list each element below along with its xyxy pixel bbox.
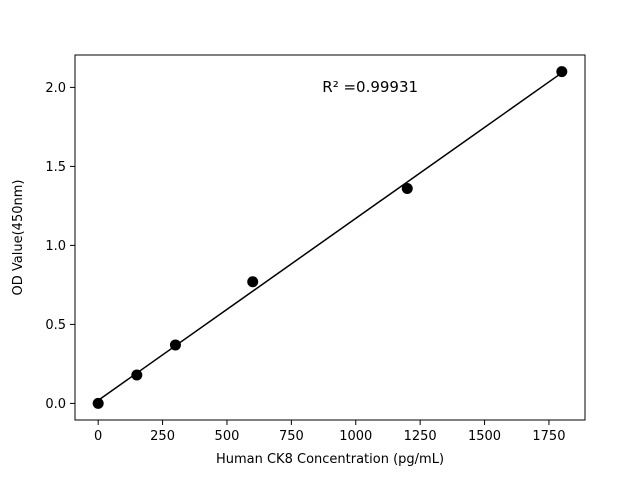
data-point: [131, 369, 143, 381]
y-tick-label: 1.5: [45, 160, 66, 175]
y-axis-label: OD Value(450nm): [11, 180, 26, 296]
y-tick-label: 0.5: [45, 318, 66, 333]
data-point: [556, 66, 568, 78]
y-tick-label: 2.0: [45, 81, 66, 96]
y-tick-label: 1.0: [45, 239, 66, 254]
x-tick-label: 500: [215, 429, 240, 444]
x-tick-label: 250: [150, 429, 175, 444]
x-tick-label: 1500: [468, 429, 501, 444]
data-point: [247, 276, 259, 288]
data-point: [401, 183, 413, 195]
x-tick-label: 1250: [404, 429, 437, 444]
x-axis-label: Human CK8 Concentration (pg/mL): [216, 452, 444, 467]
x-tick-label: 1750: [532, 429, 565, 444]
plot-frame: [74, 54, 586, 421]
data-point: [92, 397, 104, 409]
data-point: [169, 339, 181, 351]
x-tick-label: 1000: [339, 429, 372, 444]
r-squared-annotation: R² =0.99931: [322, 78, 418, 96]
x-tick-label: 750: [279, 429, 304, 444]
x-tick-label: 0: [94, 429, 102, 444]
y-tick-label: 0.0: [45, 397, 66, 412]
